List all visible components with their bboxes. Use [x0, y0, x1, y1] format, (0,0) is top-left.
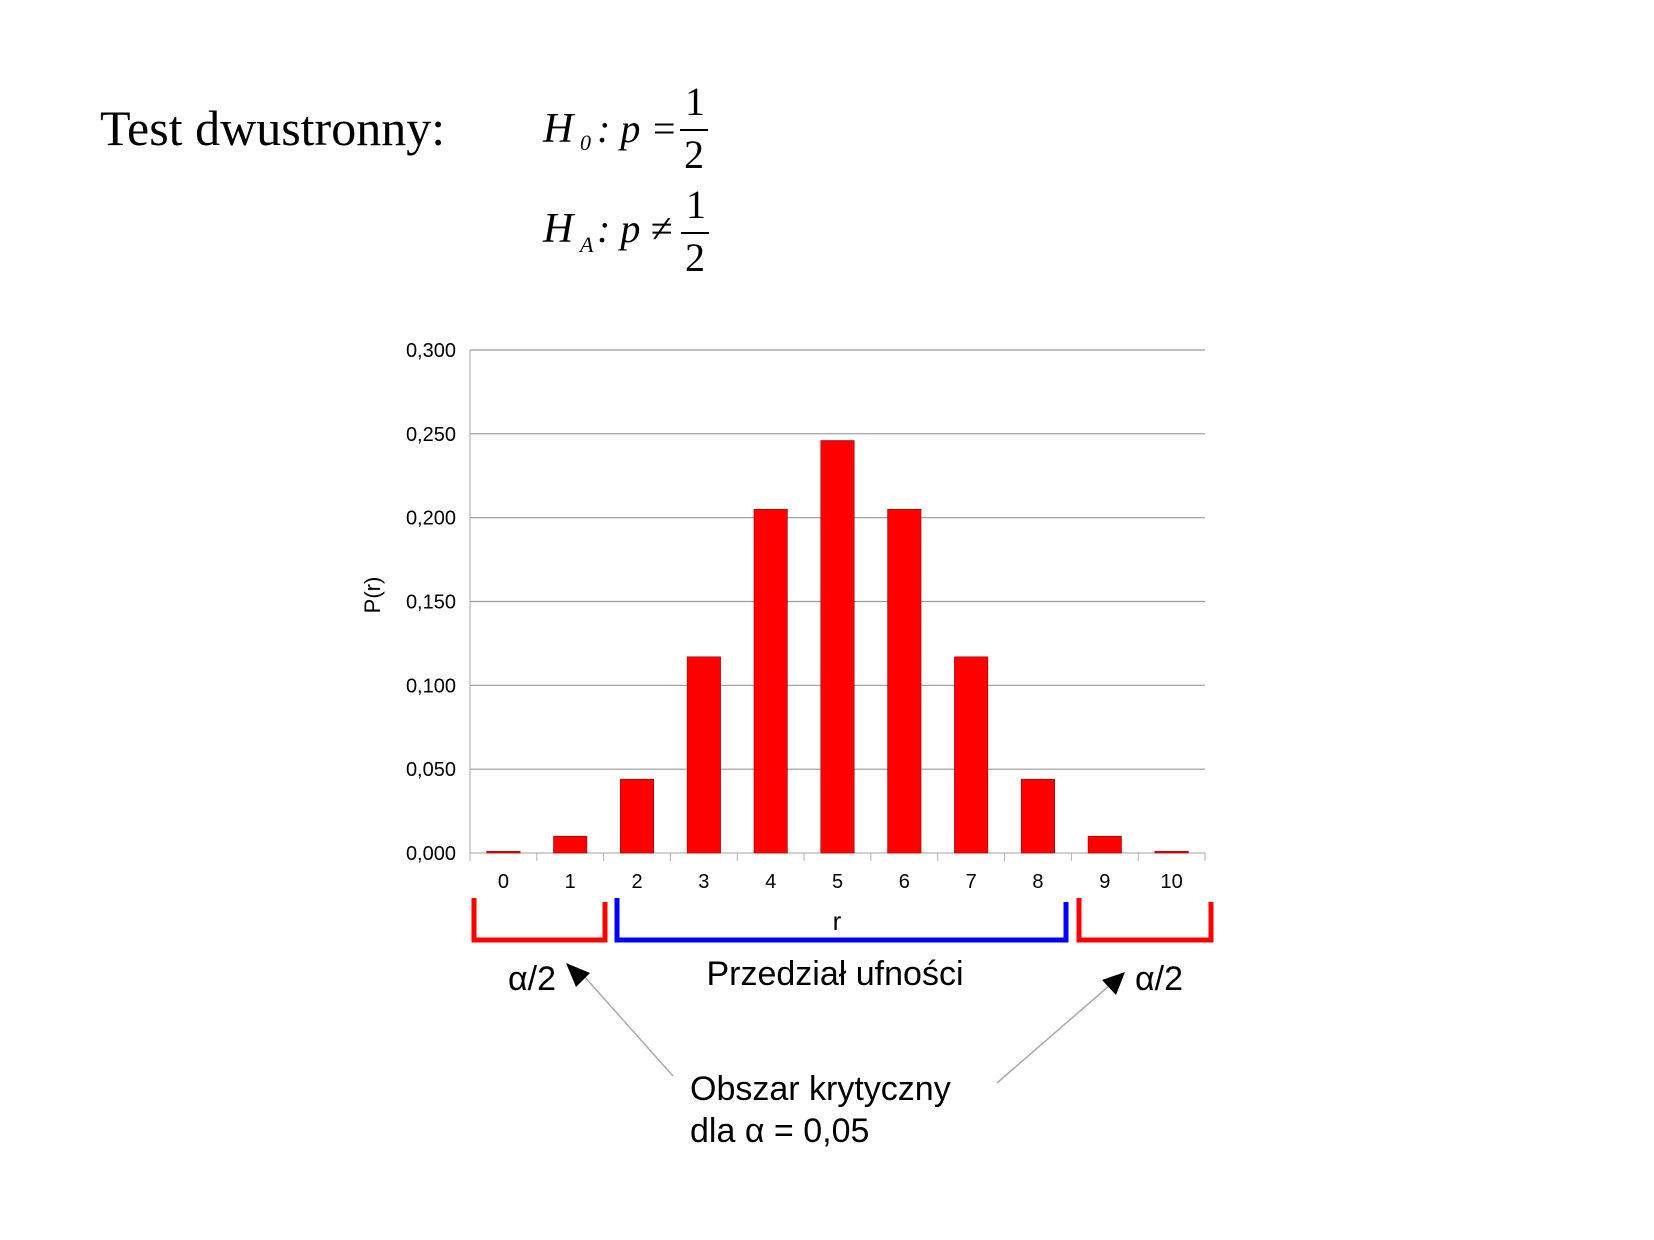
- ha-relation: : p ≠: [597, 206, 672, 251]
- h0-relation: : p =: [597, 106, 677, 151]
- ha-subscript: A: [578, 232, 594, 257]
- h0-denominator: 2: [684, 132, 704, 177]
- null-hypothesis: H 0 : p = 1 2: [542, 79, 708, 177]
- x-axis-label: r: [833, 906, 842, 936]
- y-tick-label: 0,150: [406, 592, 456, 614]
- confidence-interval-label: Przedział ufności: [706, 955, 963, 993]
- y-tick-label: 0,100: [406, 675, 456, 697]
- bar-r-9: [1087, 835, 1122, 854]
- y-tick-label: 0,300: [406, 340, 456, 362]
- x-tick-label: 10: [1160, 871, 1182, 893]
- bar-r-7: [954, 656, 989, 854]
- ha-numerator: 1: [686, 182, 706, 227]
- right-critical-bracket: [1076, 898, 1214, 943]
- x-tick-label: 1: [565, 871, 576, 893]
- y-axis-label: P(r): [360, 577, 385, 614]
- bar-r-8: [1020, 778, 1055, 854]
- y-tick-label: 0,000: [406, 843, 456, 865]
- left-arrowhead-icon: [566, 963, 590, 987]
- left-alpha-half-label: α/2: [508, 960, 556, 998]
- x-tick-label: 6: [899, 871, 910, 893]
- bar-r-0: [486, 851, 521, 854]
- y-tick-label: 0,250: [406, 424, 456, 446]
- right-alpha-half-label: α/2: [1135, 960, 1183, 998]
- x-tick-label: 4: [765, 871, 776, 893]
- x-tick-label: 9: [1099, 871, 1110, 893]
- bar-r-10: [1154, 851, 1189, 854]
- bar-r-4: [753, 508, 788, 854]
- critical-region-label: Obszar krytyczny: [690, 1070, 951, 1108]
- alternative-hypothesis: H A : p ≠ 1 2: [542, 182, 709, 280]
- bar-r-1: [553, 835, 588, 854]
- x-tick-label: 0: [498, 871, 509, 893]
- bar-r-6: [887, 508, 922, 854]
- y-tick-label: 0,050: [406, 759, 456, 781]
- left-critical-bracket: [471, 898, 608, 943]
- bar-r-5: [820, 440, 855, 854]
- x-tick-label: 2: [631, 871, 642, 893]
- h0-numerator: 1: [685, 79, 705, 124]
- right-arrow-line: [996, 984, 1111, 1084]
- h0-symbol: H: [542, 106, 576, 152]
- x-tick-label: 5: [832, 871, 843, 893]
- slide-title: Test dwustronny:: [100, 100, 445, 156]
- ha-symbol: H: [542, 206, 576, 252]
- bar-r-3: [686, 656, 721, 854]
- x-tick-label: 8: [1032, 871, 1043, 893]
- left-arrow-line: [582, 974, 674, 1077]
- x-tick-label: 3: [698, 871, 709, 893]
- bars: [486, 440, 1189, 854]
- y-tick-labels: 0,000 0,050 0,100 0,150 0,200 0,250 0,300: [406, 340, 456, 865]
- confidence-interval-bracket: [614, 898, 1069, 943]
- h0-subscript: 0: [580, 130, 591, 155]
- bar-r-2: [620, 778, 655, 854]
- x-tick-labels: 0 1 2 3 4 5 6 7 8 9 10: [498, 871, 1183, 893]
- right-arrowhead-icon: [1102, 972, 1125, 995]
- x-tick-label: 7: [966, 871, 977, 893]
- bar-chart: 0,000 0,050 0,100 0,150 0,200 0,250 0,300 0 1 2 3…: [360, 340, 1206, 936]
- ha-denominator: 2: [685, 235, 705, 280]
- y-tick-label: 0,200: [406, 508, 456, 530]
- critical-region-alpha-label: dla α = 0,05: [690, 1112, 869, 1150]
